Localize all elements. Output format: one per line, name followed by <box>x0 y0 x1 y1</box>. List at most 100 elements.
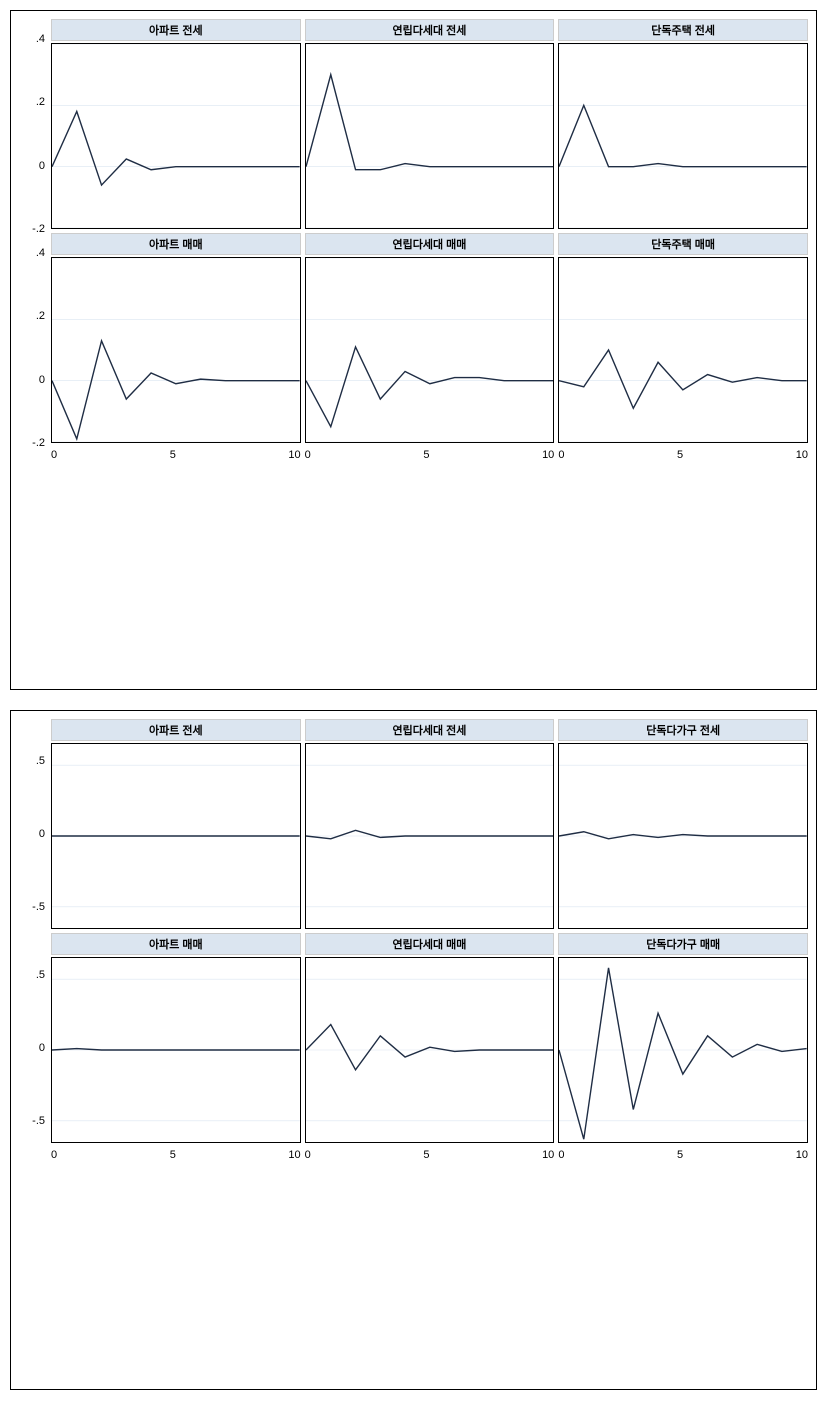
x-tick-label: 0 <box>558 1149 564 1161</box>
x-tick-label: 10 <box>542 449 554 461</box>
plot-area <box>558 257 808 443</box>
plot-area <box>558 743 808 929</box>
plot-area <box>305 43 555 229</box>
y-tick-label: -.5 <box>32 1115 45 1127</box>
x-axis-labels: 0 5 10 <box>305 1147 555 1163</box>
panel: 단독다가구 매매 <box>558 933 808 1143</box>
x-tick-label: 0 <box>305 449 311 461</box>
plot-area <box>51 957 301 1143</box>
y-axis-labels: .5 0 -.5 <box>19 719 47 929</box>
data-line <box>52 111 300 185</box>
panel-title: 연립다세대 매매 <box>305 233 555 255</box>
data-line <box>306 347 554 427</box>
panel-grid: .5 0 -.5 아파트 전세연립다세대 전세단독다가구 전세 .5 0 -.5 아파트 매매… <box>19 719 808 1381</box>
panel-title: 연립다세대 전세 <box>305 19 555 41</box>
panel: 연립다세대 전세 <box>305 19 555 229</box>
plot-area <box>558 43 808 229</box>
data-line <box>52 1049 300 1050</box>
plot-svg <box>52 44 300 228</box>
plot-svg <box>306 958 554 1142</box>
panel-title: 아파트 매매 <box>51 233 301 255</box>
panel-title: 아파트 전세 <box>51 719 301 741</box>
y-tick-label: -.5 <box>32 901 45 913</box>
panel: 연립다세대 전세 <box>305 719 555 929</box>
plot-area <box>305 743 555 929</box>
y-tick-label: .4 <box>36 33 45 45</box>
panel-title: 단독다가구 매매 <box>558 933 808 955</box>
y-tick-label: -.2 <box>32 437 45 449</box>
panel-title: 아파트 전세 <box>51 19 301 41</box>
y-tick-label: 0 <box>39 374 45 386</box>
plot-area <box>51 43 301 229</box>
panel: 아파트 매매 <box>51 233 301 443</box>
y-axis-labels: .4.20-.2 <box>19 233 47 443</box>
panel: 아파트 매매 <box>51 933 301 1143</box>
plot-svg <box>52 258 300 442</box>
x-tick-label: 10 <box>288 449 300 461</box>
data-line <box>306 830 554 838</box>
plot-area <box>305 257 555 443</box>
panel: 연립다세대 매매 <box>305 233 555 443</box>
panel: 아파트 전세 <box>51 719 301 929</box>
y-axis-labels: .5 0 -.5 <box>19 933 47 1143</box>
x-tick-label: 10 <box>542 1149 554 1161</box>
figures-container: .4.20-.2아파트 전세연립다세대 전세단독주택 전세.4.20-.2아파트… <box>10 10 817 1390</box>
data-line <box>559 105 807 166</box>
data-line <box>559 968 807 1139</box>
panel-title: 아파트 매매 <box>51 933 301 955</box>
data-line <box>306 1025 554 1070</box>
panel: 단독주택 전세 <box>558 19 808 229</box>
panel: 연립다세대 매매 <box>305 933 555 1143</box>
plot-svg <box>559 744 807 928</box>
y-tick-label: 0 <box>39 1042 45 1054</box>
x-tick-label: 5 <box>170 1149 176 1161</box>
x-axis-labels: 0510 <box>51 447 301 463</box>
x-tick-label: 0 <box>305 1149 311 1161</box>
x-tick-label: 5 <box>423 1149 429 1161</box>
data-line <box>559 832 807 839</box>
x-axis-labels: 0510 <box>558 1147 808 1163</box>
figure-1: .5 0 -.5 아파트 전세연립다세대 전세단독다가구 전세 .5 0 -.5 아파트 매매… <box>10 710 817 1390</box>
panel: 단독다가구 전세 <box>558 719 808 929</box>
data-line <box>559 350 807 408</box>
x-tick-label: 5 <box>170 449 176 461</box>
spacer <box>19 447 47 463</box>
plot-area <box>305 957 555 1143</box>
data-line <box>52 341 300 439</box>
panel-title: 단독주택 매매 <box>558 233 808 255</box>
y-tick-label: .4 <box>36 247 45 259</box>
plot-svg <box>306 258 554 442</box>
x-tick-label: 5 <box>677 449 683 461</box>
y-tick-label: 0 <box>39 828 45 840</box>
plot-area <box>51 743 301 929</box>
panel: 단독주택 매매 <box>558 233 808 443</box>
x-tick-label: 10 <box>288 1149 300 1161</box>
x-axis-labels: 0 5 10 <box>51 1147 301 1163</box>
panel-title: 연립다세대 전세 <box>305 719 555 741</box>
x-tick-label: 0 <box>558 449 564 461</box>
plot-area <box>558 957 808 1143</box>
panel-grid: .4.20-.2아파트 전세연립다세대 전세단독주택 전세.4.20-.2아파트… <box>19 19 808 681</box>
plot-svg <box>559 44 807 228</box>
y-axis-labels: .4.20-.2 <box>19 19 47 229</box>
x-axis-labels: 0510 <box>305 447 555 463</box>
panel: 아파트 전세 <box>51 19 301 229</box>
plot-svg <box>52 744 300 928</box>
data-line <box>306 75 554 170</box>
panel-title: 단독주택 전세 <box>558 19 808 41</box>
y-tick-label: .5 <box>36 969 45 981</box>
spacer <box>19 1147 47 1163</box>
figure-0: .4.20-.2아파트 전세연립다세대 전세단독주택 전세.4.20-.2아파트… <box>10 10 817 690</box>
panel-title: 단독다가구 전세 <box>558 719 808 741</box>
panel-title: 연립다세대 매매 <box>305 933 555 955</box>
plot-svg <box>559 958 807 1142</box>
y-tick-label: .2 <box>36 96 45 108</box>
plot-svg <box>306 744 554 928</box>
x-tick-label: 10 <box>796 1149 808 1161</box>
y-tick-label: .2 <box>36 310 45 322</box>
x-tick-label: 0 <box>51 1149 57 1161</box>
y-tick-label: .5 <box>36 755 45 767</box>
x-tick-label: 10 <box>796 449 808 461</box>
plot-area <box>51 257 301 443</box>
y-tick-label: 0 <box>39 160 45 172</box>
